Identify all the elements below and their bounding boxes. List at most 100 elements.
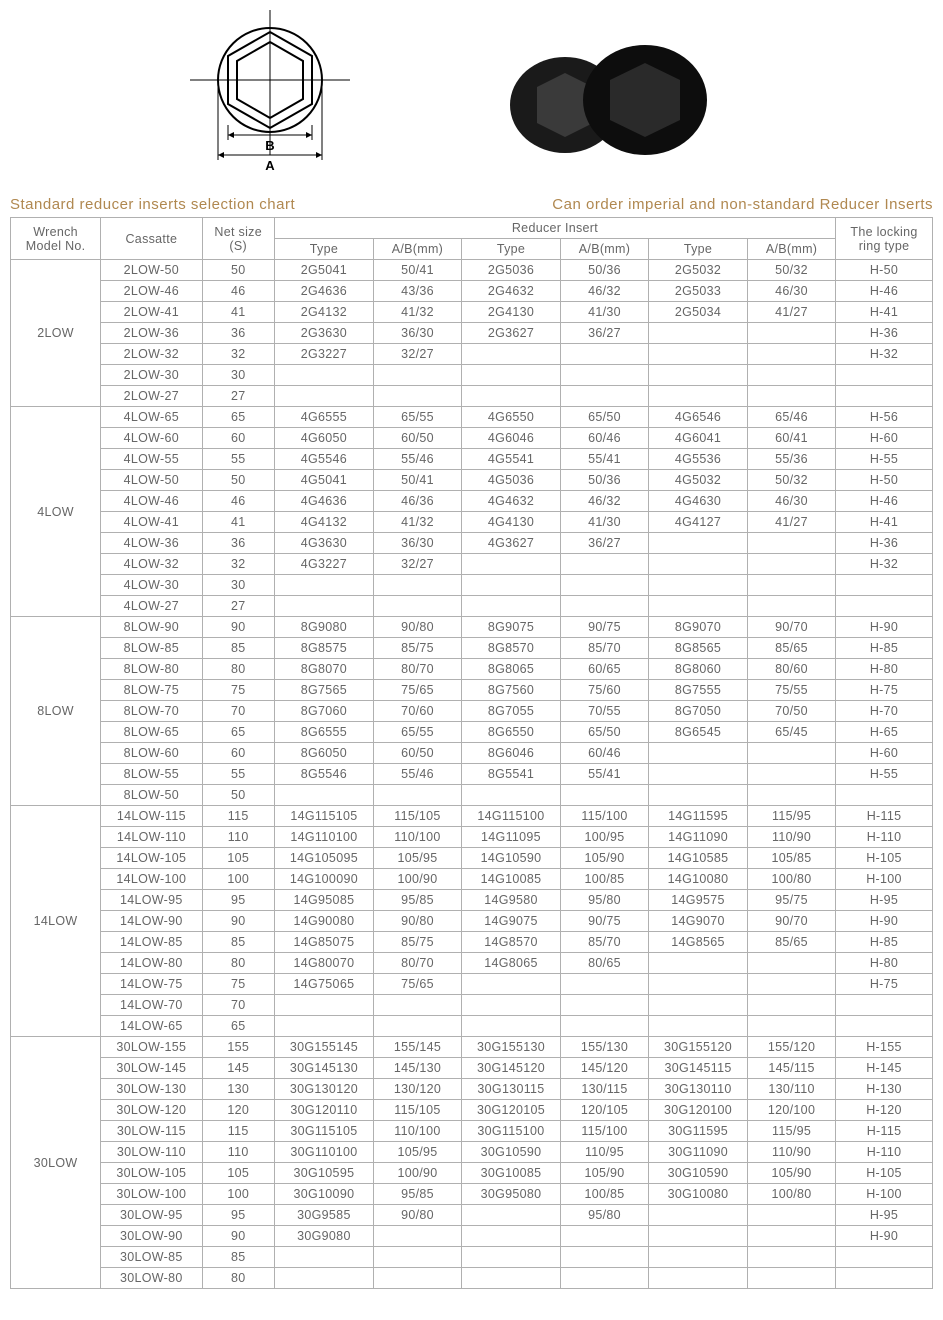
cell-ab1: 65/55 [373, 407, 461, 428]
cell-model: 8LOW [11, 617, 101, 806]
cell-cassatte: 8LOW-85 [101, 638, 202, 659]
cell-netsize: 30 [202, 575, 274, 596]
cell-cassatte: 30LOW-110 [101, 1142, 202, 1163]
cell-ab3: 145/115 [748, 1058, 836, 1079]
cell-type1: 8G7565 [274, 680, 373, 701]
cell-type1: 14G115105 [274, 806, 373, 827]
cell-type2: 8G6550 [461, 722, 560, 743]
cell-type3: 2G5034 [648, 302, 747, 323]
cell-ab3: 85/65 [748, 932, 836, 953]
cell-ring [836, 1016, 933, 1037]
cell-ab2: 130/115 [561, 1079, 649, 1100]
cell-ab3: 80/60 [748, 659, 836, 680]
cell-type2 [461, 1247, 560, 1268]
cell-netsize: 85 [202, 1247, 274, 1268]
cell-type1: 2G4132 [274, 302, 373, 323]
cell-type2 [461, 365, 560, 386]
table-row: 14LOW-6565 [11, 1016, 933, 1037]
cell-type3 [648, 1226, 747, 1247]
cell-ab3: 100/80 [748, 869, 836, 890]
cell-ab2: 70/55 [561, 701, 649, 722]
cell-ab1: 55/46 [373, 449, 461, 470]
cell-type2: 8G6046 [461, 743, 560, 764]
cell-ab3 [748, 743, 836, 764]
cell-cassatte: 30LOW-100 [101, 1184, 202, 1205]
cell-cassatte: 4LOW-36 [101, 533, 202, 554]
cell-ring [836, 1247, 933, 1268]
cell-type1: 8G9080 [274, 617, 373, 638]
cell-cassatte: 30LOW-80 [101, 1268, 202, 1289]
cell-type1: 8G6555 [274, 722, 373, 743]
cell-ab2: 95/80 [561, 890, 649, 911]
cell-ring: H-130 [836, 1079, 933, 1100]
cell-ab2: 46/32 [561, 491, 649, 512]
cell-ab1: 115/105 [373, 806, 461, 827]
cell-type3: 8G8060 [648, 659, 747, 680]
table-row: 8LOW-75758G756575/658G756075/608G755575/… [11, 680, 933, 701]
cell-cassatte: 14LOW-100 [101, 869, 202, 890]
cell-ab2 [561, 575, 649, 596]
cell-ab1 [373, 1247, 461, 1268]
cell-ring: H-80 [836, 659, 933, 680]
cell-ab1: 90/80 [373, 617, 461, 638]
cell-ring: H-95 [836, 890, 933, 911]
cell-type3: 30G155120 [648, 1037, 747, 1058]
cell-type1: 8G8575 [274, 638, 373, 659]
hex-diagram: B A [190, 10, 350, 190]
cell-type3: 14G8565 [648, 932, 747, 953]
cell-cassatte: 4LOW-55 [101, 449, 202, 470]
cell-cassatte: 14LOW-90 [101, 911, 202, 932]
cell-ring: H-105 [836, 1163, 933, 1184]
cell-ring [836, 365, 933, 386]
cell-type1 [274, 1247, 373, 1268]
cell-type1 [274, 386, 373, 407]
cell-ring: H-115 [836, 806, 933, 827]
cell-type3: 4G4630 [648, 491, 747, 512]
cell-ab2 [561, 1226, 649, 1247]
cell-ab3: 155/120 [748, 1037, 836, 1058]
cell-type2: 30G130115 [461, 1079, 560, 1100]
cell-ab1: 60/50 [373, 743, 461, 764]
cell-cassatte: 4LOW-27 [101, 596, 202, 617]
cell-ab2: 65/50 [561, 407, 649, 428]
cell-ab1: 110/100 [373, 1121, 461, 1142]
cell-netsize: 90 [202, 911, 274, 932]
cell-cassatte: 8LOW-55 [101, 764, 202, 785]
table-row: 4LOW-41414G413241/324G413041/304G412741/… [11, 512, 933, 533]
cell-ab2: 115/100 [561, 1121, 649, 1142]
cell-ab1: 36/30 [373, 533, 461, 554]
cell-netsize: 41 [202, 512, 274, 533]
cell-ab2: 60/65 [561, 659, 649, 680]
selection-table: Wrench Model No. Cassatte Net size (S) R… [10, 217, 933, 1289]
cell-netsize: 100 [202, 869, 274, 890]
cell-ab2: 65/50 [561, 722, 649, 743]
cell-type3 [648, 386, 747, 407]
cell-type3 [648, 596, 747, 617]
cell-netsize: 85 [202, 932, 274, 953]
cell-type2: 2G4632 [461, 281, 560, 302]
diagram-label-b: B [265, 138, 274, 153]
table-row: 14LOW-808014G8007080/7014G806580/65H-80 [11, 953, 933, 974]
cell-ab2: 90/75 [561, 911, 649, 932]
cell-ab1: 32/27 [373, 344, 461, 365]
cell-netsize: 80 [202, 1268, 274, 1289]
table-row: 14LOW-11011014G110100110/10014G11095100/… [11, 827, 933, 848]
cell-ab2: 80/65 [561, 953, 649, 974]
cell-ring: H-115 [836, 1121, 933, 1142]
cell-type1: 14G85075 [274, 932, 373, 953]
cell-ab3 [748, 785, 836, 806]
cell-type2: 30G10085 [461, 1163, 560, 1184]
table-body: 2LOW2LOW-50502G504150/412G503650/362G503… [11, 260, 933, 1289]
cell-type3 [648, 995, 747, 1016]
cell-ab1: 95/85 [373, 1184, 461, 1205]
cell-netsize: 55 [202, 764, 274, 785]
cell-ab1: 75/65 [373, 680, 461, 701]
cell-ab3 [748, 365, 836, 386]
cell-ab2: 105/90 [561, 848, 649, 869]
cell-ab1 [373, 386, 461, 407]
cell-type3 [648, 974, 747, 995]
cell-netsize: 80 [202, 953, 274, 974]
cell-ab2: 55/41 [561, 449, 649, 470]
table-row: 30LOW30LOW-15515530G155145155/14530G1551… [11, 1037, 933, 1058]
cell-type1: 4G6555 [274, 407, 373, 428]
